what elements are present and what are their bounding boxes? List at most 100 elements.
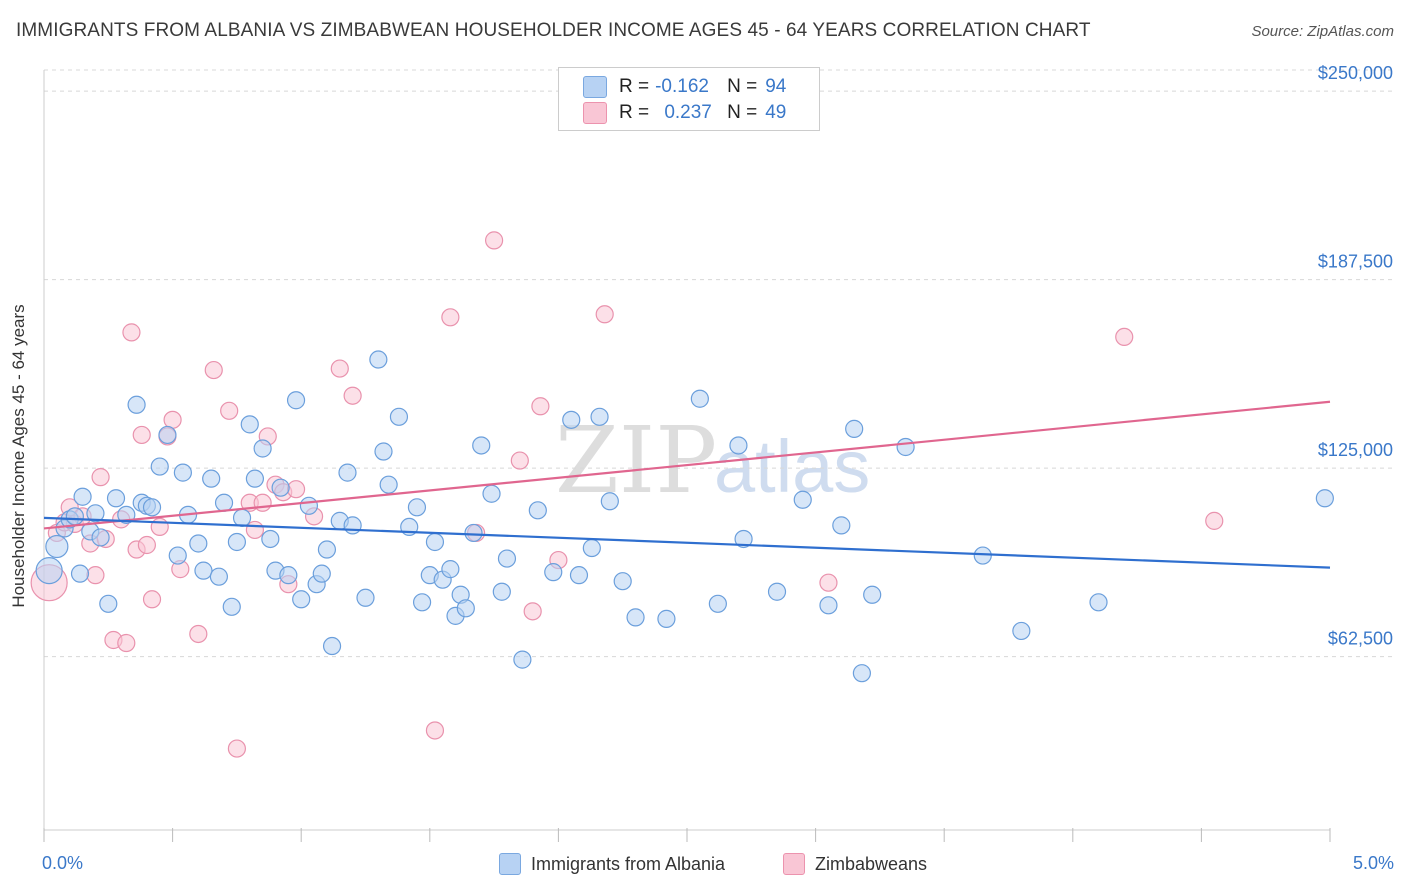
zimbabweans-point: [163, 410, 182, 429]
zimbabweans-point: [425, 721, 445, 740]
albania-point: [819, 596, 838, 615]
albania-point: [209, 567, 228, 586]
zimbabweans-point: [253, 493, 272, 512]
albania-point: [793, 490, 812, 509]
albania-point: [852, 664, 871, 683]
albania-point: [194, 561, 213, 580]
albania-points: [35, 350, 1334, 683]
albania-point: [441, 560, 460, 579]
source-credit: Source: ZipAtlas.com: [1251, 23, 1394, 40]
legend-row-albania: R = -0.162 N = 94: [583, 74, 786, 100]
albania-point: [863, 585, 882, 604]
albania-point: [189, 534, 208, 553]
zimbabweans-point: [117, 633, 136, 653]
albania-point: [528, 501, 547, 520]
r-value: 0.237: [664, 102, 712, 123]
albania-point: [513, 650, 532, 669]
r-label: R =: [619, 102, 650, 123]
zimbabweans-point: [1115, 327, 1134, 347]
zimbabweans-legend-label: Zimbabweans: [815, 853, 928, 874]
albania-point: [379, 475, 398, 494]
zimbabweans-legend-swatch: [783, 853, 805, 875]
albania-point: [142, 498, 162, 517]
zimbabweans-point: [204, 360, 223, 380]
zimbabweans-point: [343, 386, 362, 405]
albania-point: [70, 564, 90, 583]
albania-point: [708, 594, 727, 613]
y-tick-label: $250,000: [1318, 63, 1393, 83]
albania-point: [292, 590, 311, 609]
albania-point: [845, 419, 864, 438]
watermark-zip: ZIP: [555, 407, 717, 514]
zimbabweans-point: [330, 359, 349, 378]
zimbabweans-point: [485, 231, 504, 250]
albania-point: [99, 594, 118, 613]
albania-point: [279, 566, 298, 585]
albania-point: [343, 516, 362, 535]
zimbabweans-point: [137, 535, 156, 555]
tick-labels: $62,500 $125,000 $187,500 $250,000 0.0% 5.0%: [42, 63, 1394, 873]
albania-point: [106, 489, 126, 508]
zimbabweans-point: [91, 468, 110, 487]
albania-point: [389, 407, 409, 426]
zimbabweans-point: [510, 451, 529, 470]
albania-point: [245, 469, 265, 488]
albania-point: [261, 529, 280, 549]
albania-point: [896, 437, 915, 457]
zimbabweans-point: [142, 590, 162, 609]
gridlines: [44, 69, 1396, 658]
zimbabweans-swatch: [583, 102, 607, 124]
albania-point: [482, 484, 501, 503]
zimbabweans-point: [132, 425, 151, 445]
zimbabweans-trend-line: [43, 400, 1331, 530]
albania-point: [569, 566, 589, 585]
albania-point: [158, 425, 177, 445]
zimbabweans-point: [86, 566, 105, 585]
chart-title: IMMIGRANTS FROM ALBANIA VS ZIMBABWEAN HO…: [16, 20, 1091, 41]
albania-point: [497, 549, 517, 568]
albania-point: [734, 529, 753, 549]
albania-point: [464, 523, 483, 543]
albania-point: [456, 599, 475, 618]
y-tick-label: $125,000: [1318, 440, 1393, 460]
albania-point: [173, 463, 192, 482]
albania-point: [202, 469, 221, 488]
albania-point: [582, 538, 601, 558]
zimbabweans-point: [189, 624, 208, 644]
albania-point: [356, 588, 375, 607]
axes: [43, 70, 1331, 842]
zimbabweans-point: [1205, 511, 1224, 530]
albania-point: [1315, 489, 1334, 508]
albania-point: [150, 457, 169, 476]
r-value: -0.162: [655, 76, 709, 97]
r-label: R =: [619, 76, 650, 97]
albania-point: [232, 508, 252, 527]
albania-point: [240, 415, 259, 434]
albania-point: [86, 504, 105, 523]
albania-point: [271, 478, 290, 497]
zimbabweans-point: [122, 323, 141, 342]
y-tick-label: $62,500: [1328, 629, 1393, 649]
x-tick-label: 5.0%: [1353, 853, 1394, 873]
zimbabweans-point: [220, 401, 239, 420]
albania-point: [91, 528, 110, 547]
albania-point: [407, 498, 427, 517]
albania-point: [322, 636, 342, 656]
zimbabweans-point: [245, 520, 265, 540]
albania-point: [492, 582, 511, 601]
albania-point: [1089, 593, 1108, 612]
albania-point: [369, 350, 388, 369]
albania-point: [253, 439, 272, 458]
albania-point: [973, 546, 992, 565]
albania-point: [690, 389, 709, 408]
bottom-legend-albania: Immigrants from Albania: [499, 850, 725, 878]
albania-legend-swatch: [499, 853, 521, 875]
albania-legend-label: Immigrants from Albania: [531, 853, 726, 874]
albania-point: [168, 546, 187, 565]
n-label: N =: [727, 102, 758, 123]
albania-point: [657, 609, 676, 628]
zimbabweans-point: [819, 573, 838, 592]
albania-point: [425, 532, 445, 552]
albania-point: [1012, 621, 1031, 641]
trend-lines: [43, 400, 1331, 569]
